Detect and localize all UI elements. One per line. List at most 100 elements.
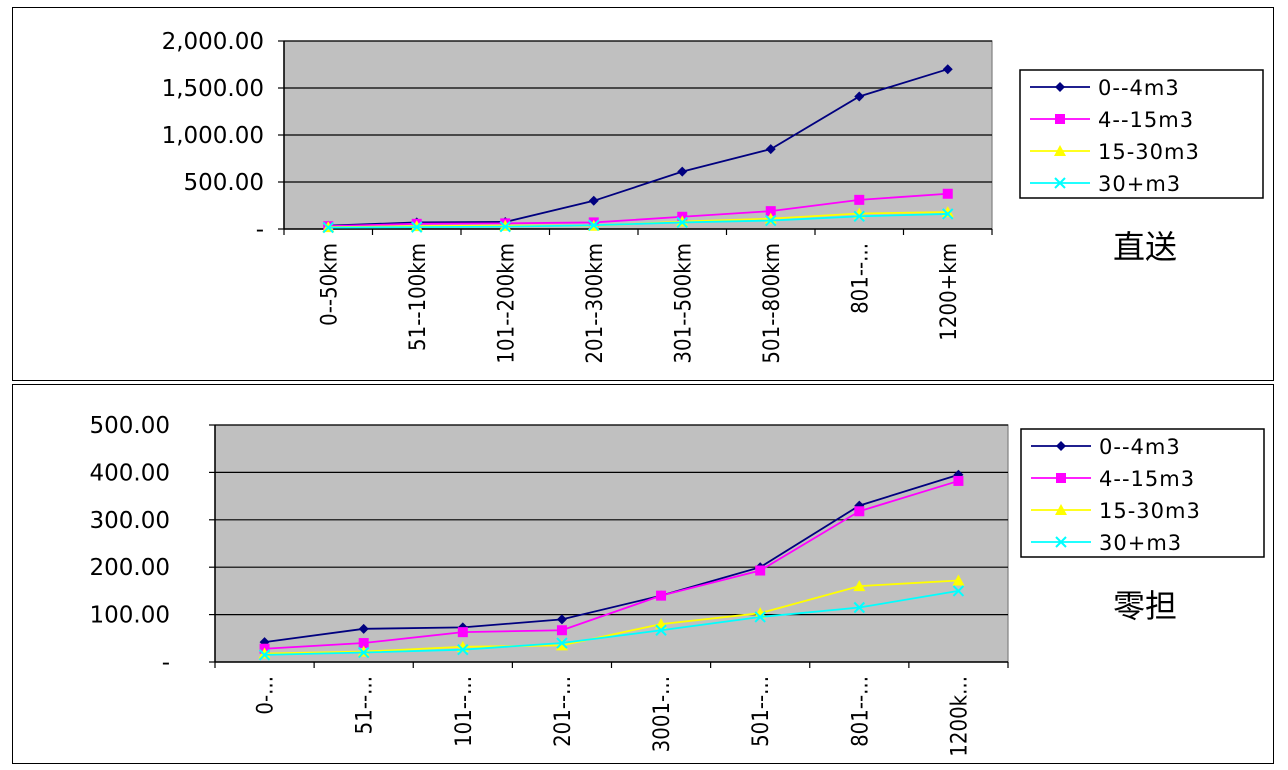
data-point: [357, 646, 370, 659]
chart-panel-direct: - 500.00 1,000.00 1,500.00 2,000.00 0--50km 51…: [12, 7, 1274, 381]
data-point: [952, 574, 965, 586]
series-line: [264, 590, 959, 656]
data-point: [588, 219, 600, 231]
data-point-stroke-b: [853, 210, 865, 223]
series-line: [264, 579, 959, 655]
data-point-stroke-b: [765, 214, 777, 227]
legend-entry: 30+m3: [1098, 172, 1181, 196]
series-line: [328, 192, 948, 228]
data-point: [358, 638, 369, 649]
legend-entry: 0--4m3: [1098, 76, 1180, 100]
y-tick-label: 100.00: [90, 603, 170, 629]
legend-swatch-marker: [1055, 82, 1065, 92]
x-tick-label: 201--...: [551, 676, 576, 747]
y-tick-label: 500.00: [90, 413, 170, 439]
data-point: [765, 144, 776, 155]
data-point-stroke-b: [457, 643, 469, 656]
data-point: [358, 623, 369, 634]
data-point-stroke-b: [754, 611, 766, 623]
x-tick-label: 0--50km: [317, 243, 342, 326]
data-point: [953, 475, 964, 486]
data-point: [942, 208, 954, 220]
data-point: [854, 506, 865, 517]
data-point: [555, 639, 568, 651]
legend-swatch-marker: [1056, 473, 1066, 483]
x-tick-label: 501--800km: [760, 243, 785, 364]
data-point: [765, 206, 776, 217]
data-point: [754, 611, 766, 623]
data-point: [765, 214, 777, 227]
x-tick-label: 301--500km: [671, 243, 696, 364]
data-point: [499, 220, 511, 233]
x-tick-label: 101--200km: [494, 243, 519, 364]
x-tick-label: 501--...: [749, 676, 774, 747]
y-tick-label: 500.00: [184, 170, 264, 196]
plot-area: [214, 424, 1009, 663]
x-tick-label: 3001-...: [650, 676, 675, 752]
x-tick-label: 101--...: [452, 676, 477, 747]
data-point: [942, 188, 953, 199]
data-point-stroke-b: [411, 221, 423, 233]
data-point: [499, 219, 512, 231]
data-point: [556, 625, 567, 636]
data-point: [259, 637, 270, 648]
data-point: [556, 614, 567, 625]
data-point: [556, 637, 568, 649]
data-point: [853, 210, 865, 223]
data-point: [853, 601, 866, 614]
x-tick-label: 201--300km: [583, 243, 608, 364]
legend-entry: 4--15m3: [1099, 467, 1195, 491]
y-tick-label: 2,000.00: [162, 29, 264, 55]
data-point: [357, 645, 370, 657]
x-tick-label: 1200+km: [937, 243, 962, 341]
legend-entry: 0--4m3: [1099, 435, 1181, 459]
data-point-stroke-b: [655, 624, 667, 636]
line-chart-direct: - 500.00 1,000.00 1,500.00 2,000.00 0--50km 51…: [162, 29, 1264, 364]
data-point-stroke-b: [322, 221, 334, 234]
data-point: [676, 216, 688, 229]
y-tick-label: 400.00: [90, 460, 170, 486]
data-point-stroke-b: [499, 220, 511, 233]
legend-entry: 15-30m3: [1098, 140, 1200, 164]
data-point-stroke-b: [952, 585, 965, 597]
series-30+m3: [258, 585, 965, 661]
data-point-stroke-b: [357, 646, 370, 659]
legend-entry: 15-30m3: [1099, 499, 1201, 523]
series-line: [328, 68, 949, 227]
data-point: [656, 590, 667, 601]
series-line: [328, 213, 948, 229]
y-tick-label: 1,500.00: [162, 76, 264, 102]
legend-swatch-marker: [1055, 504, 1067, 515]
legend-swatch-marker-stroke-b: [1055, 536, 1067, 548]
data-point: [410, 220, 423, 232]
x-tick-label: 1200k...: [947, 676, 972, 757]
legend-swatch-marker: [1055, 536, 1067, 548]
legend-entry: 30+m3: [1099, 531, 1182, 555]
legend-swatch-marker: [1054, 177, 1066, 189]
legend-swatch-marker-stroke-b: [1054, 177, 1066, 189]
y-tick-label: 200.00: [90, 555, 170, 581]
chart-side-label: 直送: [1113, 228, 1177, 266]
data-point: [853, 580, 866, 592]
data-point: [588, 195, 599, 206]
series-30+m3: [322, 208, 954, 234]
data-point: [411, 221, 423, 233]
data-point: [457, 627, 468, 638]
y-tick-label: -: [256, 217, 264, 243]
chart-side-label: 零担: [1113, 587, 1177, 625]
data-point: [942, 64, 953, 75]
series-line: [264, 473, 959, 643]
legend-swatch-marker: [1055, 114, 1065, 124]
data-point: [854, 91, 865, 102]
line-chart-ltl: - 100.00 200.00 300.00 400.00 500.00 0-... 51--…: [90, 413, 1265, 757]
data-point: [677, 166, 688, 177]
x-tick-label: 51--...: [353, 676, 378, 734]
legend-entry: 4--15m3: [1098, 108, 1194, 132]
data-point-stroke-b: [853, 601, 866, 614]
data-point: [676, 215, 689, 227]
data-point: [854, 500, 865, 511]
legend-swatch-marker: [1056, 441, 1066, 451]
data-point: [655, 624, 667, 636]
x-tick-label: 0-...: [254, 676, 279, 715]
data-point-stroke-b: [942, 208, 954, 220]
